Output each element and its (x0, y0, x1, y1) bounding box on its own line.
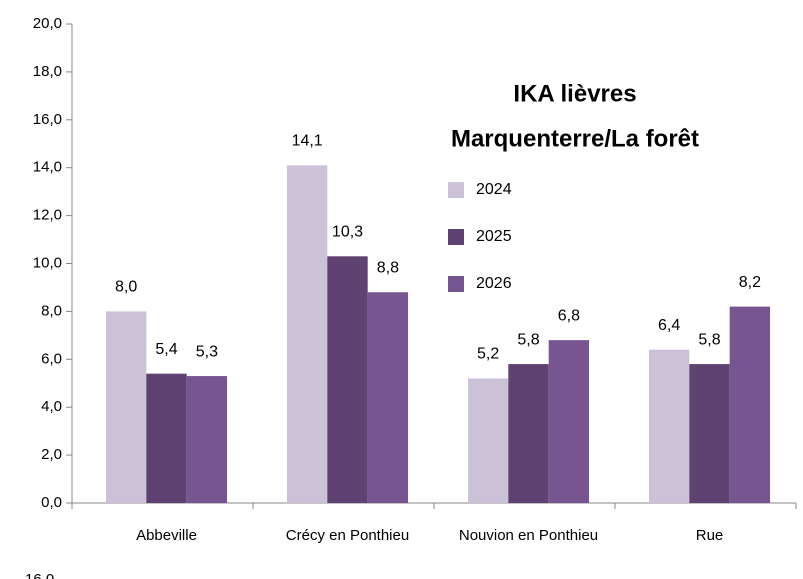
y-tick-label: 10,0 (33, 254, 62, 271)
y-tick-label: 12,0 (33, 207, 62, 224)
chart-title: Marquenterre/La forêt (451, 125, 699, 152)
value-label: 8,0 (115, 279, 137, 296)
bar (186, 376, 228, 503)
bar (689, 364, 730, 503)
y-tick-label: 4,0 (41, 398, 62, 415)
bar (508, 364, 549, 503)
value-label: 6,4 (658, 317, 680, 334)
y-tick-label: 16,0 (33, 111, 62, 128)
value-label: 5,4 (155, 341, 177, 358)
y-tick-label: 8,0 (41, 302, 62, 319)
bar (286, 165, 328, 503)
legend-label: 2024 (476, 181, 512, 198)
legend-swatch (448, 182, 464, 198)
y-tick-label: 2,0 (41, 446, 62, 463)
value-label: 6,8 (558, 307, 580, 324)
cropped-label: 16,0 (25, 571, 54, 579)
value-label: 5,8 (698, 331, 720, 348)
value-label: 14,1 (292, 133, 323, 150)
y-tick-label: 14,0 (33, 159, 62, 176)
legend-swatch (448, 229, 464, 245)
bar (105, 311, 147, 503)
x-tick-label: Nouvion en Ponthieu (459, 527, 598, 544)
value-label: 5,3 (196, 343, 218, 360)
value-label: 8,2 (739, 274, 761, 291)
bar (648, 349, 690, 503)
legend-label: 2026 (476, 275, 512, 292)
y-tick-label: 6,0 (41, 350, 62, 367)
value-label: 10,3 (332, 224, 363, 241)
x-tick-label: Crécy en Ponthieu (286, 527, 409, 544)
value-label: 5,2 (477, 346, 499, 363)
bar (548, 340, 590, 503)
y-tick-label: 0,0 (41, 494, 62, 511)
value-label: 8,8 (377, 259, 399, 276)
bar (146, 373, 187, 503)
chart-title: IKA lièvres (513, 80, 636, 107)
y-tick-label: 18,0 (33, 63, 62, 80)
bar (367, 292, 409, 503)
value-label: 5,8 (517, 331, 539, 348)
y-tick-label: 20,0 (33, 15, 62, 32)
bar (467, 378, 509, 503)
bar (327, 256, 368, 503)
legend-swatch (448, 276, 464, 292)
bar (729, 306, 771, 503)
x-tick-label: Abbeville (136, 527, 197, 544)
legend-label: 2025 (476, 228, 512, 245)
x-tick-label: Rue (696, 527, 724, 544)
